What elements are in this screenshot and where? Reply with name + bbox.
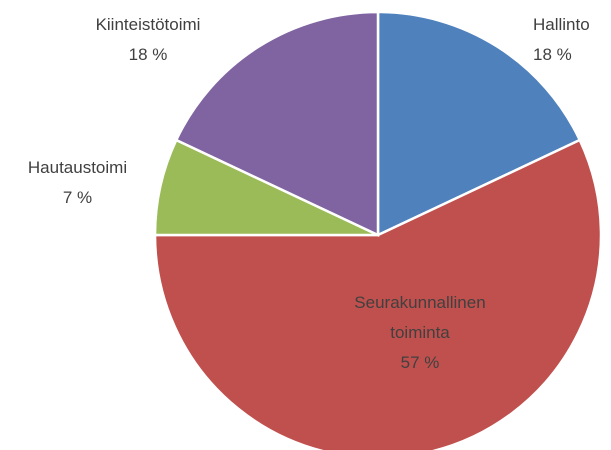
pie-slice [376,10,582,237]
value-label: 7 % [62,188,93,207]
pie-slice [153,138,603,450]
slice-label: Seurakunnallinen toiminta 57 % [330,288,510,378]
pie-slice [174,10,380,237]
category-label: Hautaustoimi [27,158,128,177]
value-label: 57 % [400,353,440,372]
slice-label: Hallinto 18 % [533,10,611,70]
slice-label: Hautaustoimi 7 % [0,153,155,213]
value-label: 18 % [533,45,572,64]
category-label: Seurakunnallinen toiminta [354,293,486,342]
value-label: 18 % [128,45,168,64]
category-label: Hallinto [533,15,590,34]
slice-label: Kiinteistötoimi 18 % [68,10,228,70]
category-label: Kiinteistötoimi [95,15,201,34]
